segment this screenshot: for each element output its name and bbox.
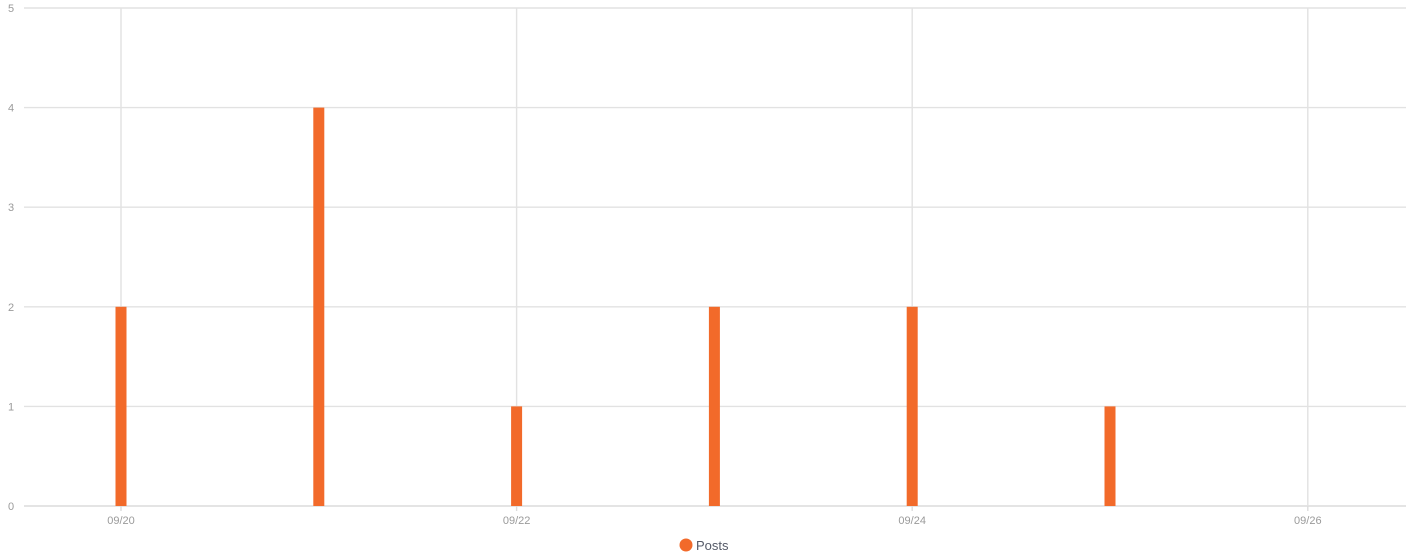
bar-09-21[interactable] — [313, 107, 325, 506]
legend[interactable]: Posts — [679, 538, 730, 553]
x-tick-label: 09/22 — [503, 515, 531, 527]
y-tick-label: 4 — [8, 103, 14, 115]
y-tick-label: 3 — [8, 202, 14, 214]
y-tick-label: 1 — [8, 401, 14, 413]
bar-09-20[interactable] — [115, 306, 127, 506]
x-axis-ticks: 09/20 09/22 09/24 09/26 — [107, 515, 1321, 527]
bar-09-24[interactable] — [906, 306, 918, 506]
y-tick-label: 2 — [8, 302, 14, 314]
bar-09-22[interactable] — [511, 406, 523, 506]
legend-swatch-posts — [679, 538, 693, 552]
y-tick-label: 5 — [8, 3, 14, 15]
y-axis-ticks: 0 1 2 3 4 5 — [8, 3, 14, 513]
grid — [24, 7, 1406, 511]
legend-label-posts: Posts — [696, 538, 729, 553]
y-tick-label: 0 — [8, 501, 14, 513]
bars — [115, 107, 1116, 506]
bar-09-23[interactable] — [708, 306, 720, 506]
x-tick-label: 09/24 — [898, 515, 926, 527]
x-tick-label: 09/20 — [107, 515, 135, 527]
x-tick-label: 09/26 — [1294, 515, 1322, 527]
bar-09-25[interactable] — [1104, 406, 1116, 506]
